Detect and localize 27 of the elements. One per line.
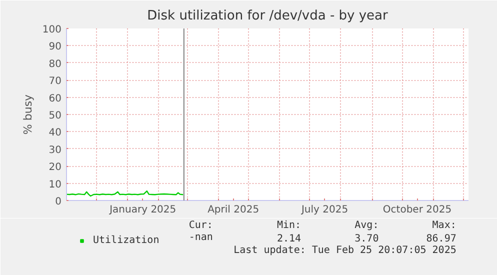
chart-title: Disk utilization for /dev/vda - by year: [147, 8, 389, 24]
text: Min:: [276, 220, 302, 231]
y-tick-label: 30: [48, 144, 62, 156]
y-tick-label: 70: [48, 76, 62, 88]
text: 86.97: [426, 234, 456, 244]
x-tick-label: October 2025: [382, 204, 452, 216]
text: Avg:: [354, 220, 379, 231]
y-tick-label: 60: [48, 93, 62, 104]
text: 3.70: [354, 234, 379, 244]
text: Max:: [432, 220, 456, 231]
y-tick-label: 20: [48, 162, 62, 174]
text: 2.14: [276, 234, 302, 244]
y-tick-label: 0: [55, 196, 62, 208]
legend-label: Utilization: [93, 235, 160, 246]
y-tick-label: 100: [42, 24, 62, 36]
y-tick-label: 40: [48, 128, 62, 139]
x-tick-label: January 2025: [108, 204, 176, 216]
text: Last update: Tue Feb 25 20:07:05 2025: [234, 245, 456, 256]
text: Cur:: [188, 220, 213, 231]
x-tick-label: April 2025: [208, 204, 260, 216]
x-tick-label: July 2025: [300, 204, 348, 216]
y-tick-label: 80: [48, 58, 62, 70]
y-tick-label: 10: [48, 179, 62, 190]
y-axis-title: % busy: [21, 94, 34, 135]
y-tick-label: 50: [48, 110, 62, 122]
text: -nan: [188, 232, 213, 243]
y-tick-label: 90: [48, 42, 62, 53]
